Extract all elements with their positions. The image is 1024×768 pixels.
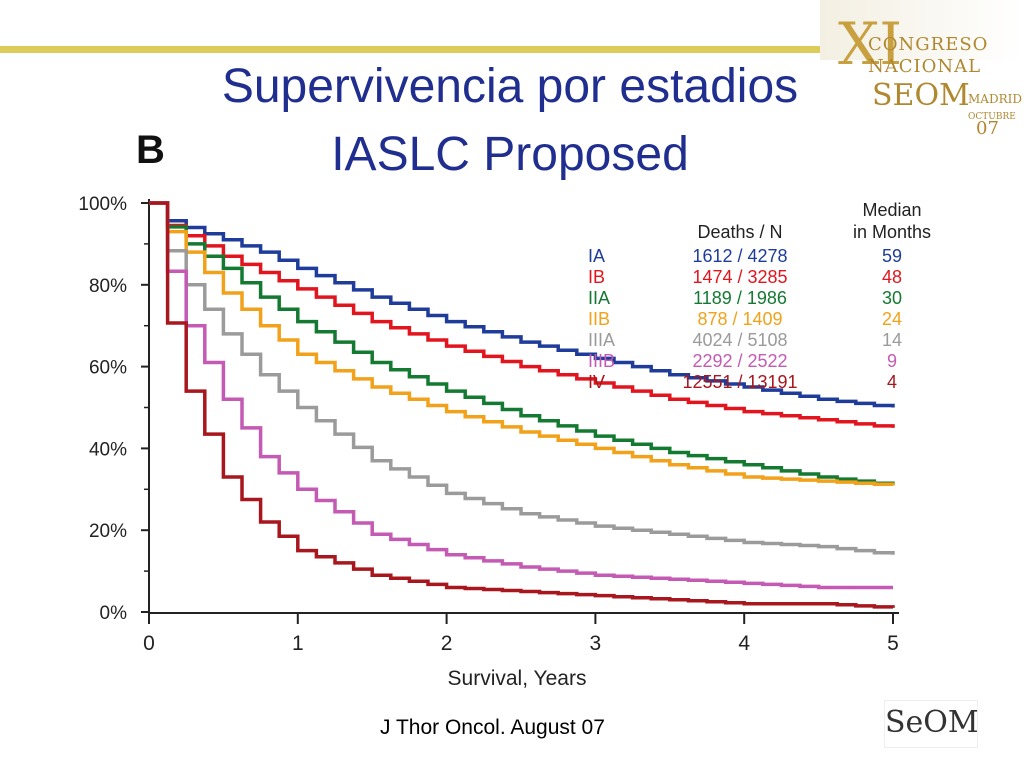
congress-line5: 07 xyxy=(976,118,999,139)
legend-stage-iiib: IIIB xyxy=(588,351,615,371)
chart-curves xyxy=(149,201,895,609)
legend-stage-iia: IIA xyxy=(588,288,610,308)
legend-deaths-ia: 1612 / 4278 xyxy=(692,246,787,266)
congress-line4: OCTUBRE xyxy=(968,112,1016,122)
legend-median-iia: 30 xyxy=(882,288,902,308)
legend-header-median-1: Median xyxy=(862,200,921,220)
legend-header-deaths: Deaths / N xyxy=(697,222,782,242)
slide-title-line1: Supervivencia por estadios xyxy=(221,60,799,113)
congress-line3b: MADRID xyxy=(968,92,1022,106)
y-tick-label: 60% xyxy=(89,358,127,379)
legend-median-iiia: 14 xyxy=(882,330,902,350)
congress-line3: SEOM xyxy=(872,78,970,113)
y-tick-label: 20% xyxy=(89,521,127,542)
legend-median-ia: 59 xyxy=(882,246,902,266)
congress-line2: NACIONAL xyxy=(868,56,982,77)
panel-letter: B xyxy=(136,128,165,172)
legend-deaths-iib: 878 / 1409 xyxy=(697,309,782,329)
curve-iv xyxy=(149,201,895,609)
seom-logo: SeOM xyxy=(884,700,979,748)
title-rule xyxy=(0,46,840,53)
legend-stage-iv: IV xyxy=(588,372,605,392)
legend-median-ib: 48 xyxy=(882,267,902,287)
x-tick-label: 5 xyxy=(887,632,899,655)
x-axis-label: Survival, Years xyxy=(448,667,587,690)
slide-title-line2: IASLC Proposed xyxy=(331,128,689,181)
y-tick-label: 80% xyxy=(89,276,127,297)
legend-deaths-ib: 1474 / 3285 xyxy=(692,267,787,287)
legend-deaths-iiib: 2292 / 2522 xyxy=(692,351,787,371)
x-tick-label: 2 xyxy=(441,632,453,655)
legend-stage-ib: IB xyxy=(588,267,605,287)
y-tick-label: 100% xyxy=(78,194,127,215)
legend-median-iv: 4 xyxy=(887,372,897,392)
congress-numeral: XI xyxy=(838,10,903,78)
legend-median-iib: 24 xyxy=(882,309,902,329)
legend-deaths-iiia: 4024 / 5108 xyxy=(692,330,787,350)
legend-stage-iiia: IIIA xyxy=(588,330,615,350)
curve-ia xyxy=(149,201,895,408)
legend-header-median-2: in Months xyxy=(853,222,931,242)
x-tick-label: 3 xyxy=(590,632,602,655)
x-tick-label: 0 xyxy=(143,632,155,655)
x-tick-label: 1 xyxy=(292,632,304,655)
legend-stage-iib: IIB xyxy=(588,309,610,329)
legend-stage-ia: IA xyxy=(588,246,605,266)
congress-logo-background xyxy=(820,0,1024,60)
legend-median-iiib: 9 xyxy=(887,351,897,371)
x-tick-label: 4 xyxy=(738,632,750,655)
chart-axes: 0% 20% 40% 60% 80% 100% 0 1 2 3 4 5 Survival, Years xyxy=(78,194,899,690)
curve-iiib xyxy=(149,201,893,590)
curve-iib xyxy=(149,201,895,486)
legend-deaths-iia: 1189 / 1986 xyxy=(693,288,787,308)
legend-deaths-iv: 12551 / 13191 xyxy=(682,372,797,392)
curve-ib xyxy=(149,201,895,428)
curve-iiia xyxy=(149,201,895,555)
congress-logo: XI CONGRESO NACIONAL SEOM MADRID OCTUBRE… xyxy=(820,0,1024,160)
congress-line1: CONGRESO xyxy=(868,34,989,55)
curve-iia xyxy=(149,201,895,486)
citation: J Thor Oncol. August 07 xyxy=(380,716,605,739)
y-tick-label: 0% xyxy=(100,603,128,624)
y-tick-label: 40% xyxy=(89,439,127,460)
